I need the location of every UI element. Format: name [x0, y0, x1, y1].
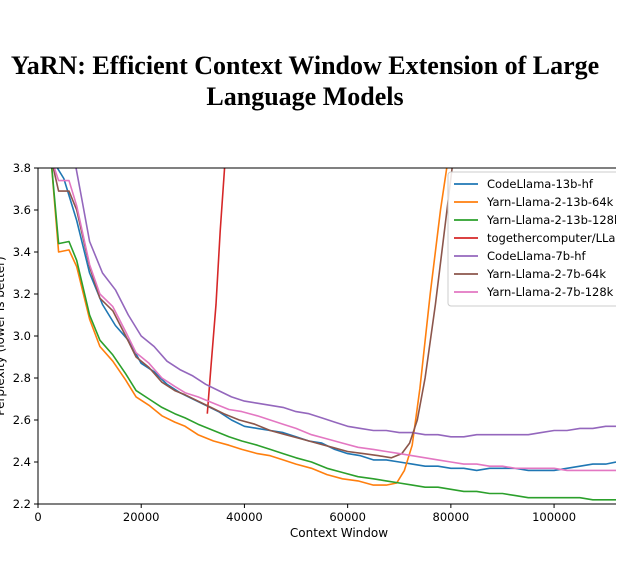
y-tick-label: 3.4 — [13, 245, 31, 259]
title-line-2: Language Models — [206, 82, 404, 111]
y-axis-label: Perplexity (lower is better) — [0, 256, 7, 415]
series-layer — [50, 168, 616, 501]
legend-box — [447, 171, 616, 307]
series-line-7 — [53, 168, 616, 472]
y-tick-label: 3.8 — [13, 161, 31, 175]
legend-label-3: Yarn-Llama-2-13b-128k — [486, 213, 621, 227]
series-line-1 — [56, 168, 616, 472]
y-tick-label: 2.8 — [13, 371, 31, 385]
series-line-3 — [51, 168, 616, 501]
x-tick-label: 80000 — [433, 510, 470, 524]
x-tick-label: 100000 — [532, 510, 576, 524]
page-title: YaRN: Efficient Context Window Extension… — [0, 50, 610, 112]
y-tick-label: 2.2 — [13, 497, 31, 511]
x-axis-label: Context Window — [290, 526, 388, 540]
series-line-5 — [75, 168, 616, 438]
legend-label-6: Yarn-Llama-2-7b-64k — [486, 267, 606, 281]
x-tick-label: 40000 — [226, 510, 263, 524]
legend: CodeLlama-13b-hf Yarn-Llama-2-13b-64k Yarn… — [447, 171, 624, 307]
title-line-1: YaRN: Efficient Context Window Extension… — [10, 51, 600, 80]
legend-label-2: Yarn-Llama-2-13b-64k — [486, 195, 614, 209]
y-tick-label: 2.4 — [13, 455, 31, 469]
series-line-4 — [206, 168, 226, 414]
axes-layer: 0 20000 40000 60000 80000 100000 2.2 2.4 2.6 2.8 3… — [0, 161, 616, 540]
legend-label-4: togethercomputer/LLaMA-2-7B-32K — [487, 231, 624, 245]
legend-label-7: Yarn-Llama-2-7b-128k — [486, 285, 614, 299]
legend-label-5: CodeLlama-7b-hf — [487, 249, 587, 263]
x-tick-label: 20000 — [123, 510, 160, 524]
x-tick-label: 60000 — [329, 510, 366, 524]
series-line-6 — [52, 168, 453, 459]
series-line-2 — [50, 168, 448, 486]
y-tick-label: 2.6 — [13, 413, 31, 427]
legend-label-1: CodeLlama-13b-hf — [487, 177, 594, 191]
y-tick-label: 3.6 — [13, 203, 31, 217]
y-tick-label: 3.0 — [13, 329, 31, 343]
x-tick-label: 0 — [34, 510, 41, 524]
y-tick-label: 3.2 — [13, 287, 31, 301]
